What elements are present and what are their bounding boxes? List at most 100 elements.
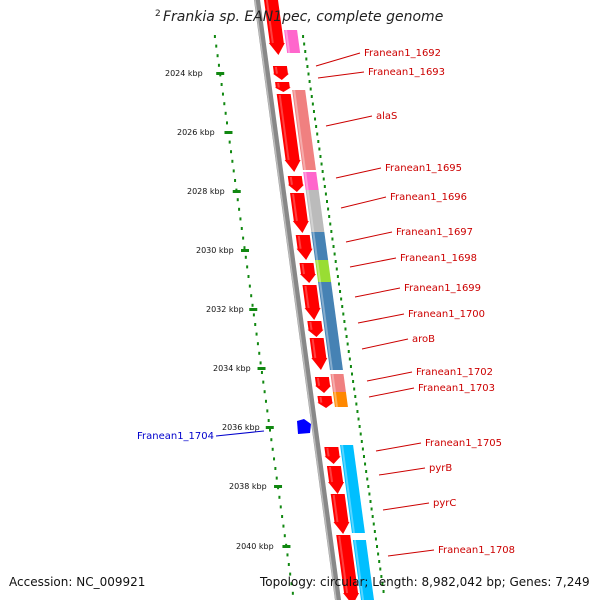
feature-track-dot: [332, 245, 335, 248]
genome-title: Frankia sp. EAN1pec, complete genome: [163, 9, 444, 25]
ruler-dot: [290, 582, 293, 586]
feature-track-dot: [323, 185, 326, 188]
gene-leader-line: [340, 196, 387, 209]
feature-bar: [315, 260, 332, 282]
genome-backbone-highlight: [254, 0, 337, 600]
feature-bar-shine: [312, 231, 319, 261]
feature-track-dot: [303, 42, 306, 46]
feature-track-dot: [328, 215, 331, 218]
genome-backbone: [253, 0, 342, 600]
feature-track-dot: [378, 560, 381, 563]
feature-track-dot: [353, 387, 356, 391]
feature-track-dot: [302, 35, 305, 38]
gene-label[interactable]: Franean1_1697: [396, 227, 473, 238]
feature-bar-shine: [353, 539, 364, 600]
feature-bar-shine: [293, 89, 306, 171]
gene-label[interactable]: Franean1_1708: [438, 545, 515, 556]
gene-label[interactable]: aroB: [412, 334, 435, 345]
ruler-dot: [269, 428, 272, 432]
gene-label[interactable]: Franean1_1705: [425, 438, 502, 449]
gene-arrow: [302, 285, 321, 320]
ruler-dot: [264, 399, 267, 403]
feature-track-dot: [343, 320, 346, 323]
feature-track-dot: [326, 200, 328, 203]
gene-label[interactable]: Franean1_1696: [390, 192, 467, 203]
map-title: 2 Frankia sp. EAN1pec, complete genome: [155, 9, 444, 25]
feature-track-dot: [352, 380, 355, 383]
gene-label[interactable]: Franean1_1699: [404, 283, 481, 294]
feature-track-dot: [355, 402, 358, 406]
gene-arrow-shine: [297, 235, 302, 249]
ruler-tick-label: 2024 kbp: [165, 69, 203, 78]
gene-label[interactable]: Franean1_1704: [137, 431, 214, 442]
feature-track-dot: [370, 507, 373, 511]
feature-track-dot: [329, 222, 332, 226]
feature-track-dot: [309, 87, 312, 91]
ruler-dot: [243, 246, 246, 250]
ruler-tick-label: 2028 kbp: [187, 187, 225, 196]
ruler-dot: [221, 92, 224, 96]
feature-bar: [284, 30, 301, 53]
ruler-dot: [213, 35, 216, 38]
gene-arrow-shine: [338, 535, 349, 594]
ruler-dot: [266, 409, 269, 413]
feature-bar-shine: [319, 281, 333, 371]
gene-leader-line: [361, 338, 409, 350]
feature-bar-shine: [333, 391, 338, 408]
ruler-tick-label: 2038 kbp: [229, 482, 267, 491]
gene-label[interactable]: Franean1_1698: [400, 253, 477, 264]
feature-track-dot: [362, 455, 365, 458]
ruler-ticks: 2024 kbp 2026 kbp 2028 kbp 2030 kbp 2032 kbp…: [165, 69, 291, 551]
feature-track-dot: [349, 365, 352, 368]
feature-track-dot: [359, 432, 362, 436]
feature-track-dot: [340, 297, 343, 301]
feature-track-dot: [356, 410, 359, 413]
gene-arrow-shine: [289, 176, 293, 185]
gene-arrow-shine: [309, 321, 313, 330]
ruler-tick-label: 2026 kbp: [177, 128, 215, 137]
gene-arrow-shine: [332, 494, 339, 523]
feature-track-dot: [336, 275, 339, 278]
ruler-dot: [283, 534, 286, 538]
ruler-dot: [259, 361, 262, 365]
feature-track-dot: [374, 537, 377, 541]
gene-leader-line: [378, 467, 426, 476]
feature-track-dot: [306, 65, 309, 68]
ruler-dot: [225, 121, 228, 125]
ruler-dot: [247, 275, 250, 278]
ruler-dot: [258, 351, 261, 355]
feature-bar-shine: [304, 171, 309, 191]
feature-track-dot: [346, 342, 349, 346]
feature-track-dot: [308, 80, 311, 83]
feature-track-dot: [318, 147, 321, 151]
gene-label[interactable]: alaS: [376, 111, 397, 122]
feature-track-dot: [314, 117, 317, 121]
gene-label[interactable]: Franean1_1703: [418, 383, 495, 394]
ruler-major-tick: [257, 367, 266, 370]
gene-leader-line: [357, 313, 405, 324]
gene-label[interactable]: Franean1_1695: [385, 163, 462, 174]
gene-label[interactable]: pyrC: [433, 498, 456, 509]
feature-track-dot: [316, 132, 319, 136]
feature-track-dot: [354, 395, 357, 398]
gene-leader-line: [382, 502, 430, 511]
gene-arrow: [276, 94, 301, 172]
feature-bar: [303, 172, 319, 190]
feature-track-dot: [368, 492, 371, 496]
ruler-dot: [220, 83, 223, 86]
gene-arrow: [264, 0, 285, 55]
feature-track-dot: [381, 582, 384, 586]
gene-label[interactable]: Franean1_1693: [368, 67, 445, 78]
ruler-dot: [282, 524, 285, 528]
gene-label[interactable]: Franean1_1692: [364, 48, 441, 59]
feature-bar: [330, 374, 346, 392]
gene-leader-line: [215, 430, 265, 437]
gene-label[interactable]: pyrB: [429, 463, 452, 474]
gene-label[interactable]: Franean1_1702: [416, 367, 493, 378]
gene-label[interactable]: Franean1_1700: [408, 309, 485, 320]
ruler-dot: [274, 467, 277, 470]
gene-leader-line: [317, 71, 365, 79]
ruler-dot: [246, 265, 249, 269]
ruler-dot: [224, 111, 227, 115]
